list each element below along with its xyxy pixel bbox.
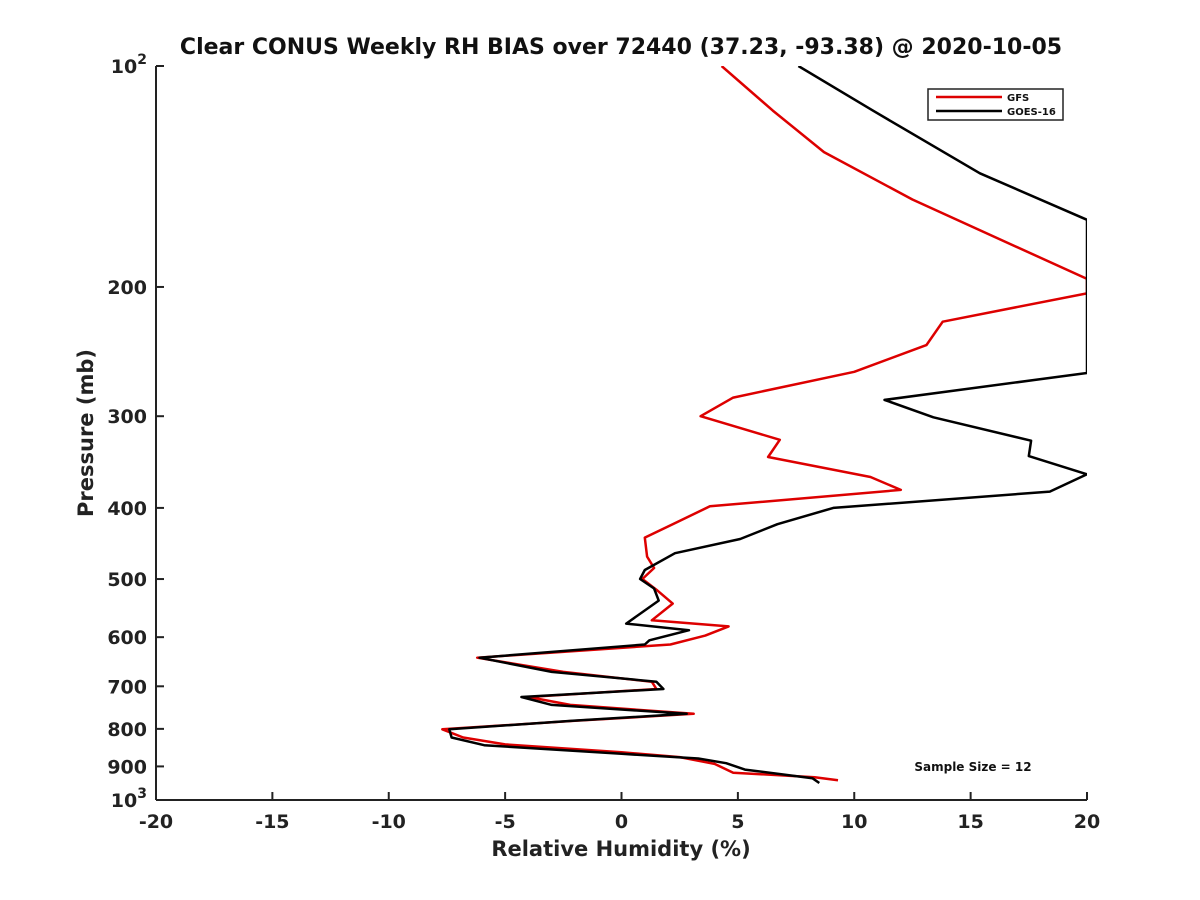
- y-tick-label: 200: [107, 277, 147, 299]
- y-tick-label: 102: [111, 52, 147, 78]
- x-axis-label: Relative Humidity (%): [491, 837, 750, 861]
- y-tick-label: 300: [107, 406, 147, 428]
- x-tick-label: -5: [495, 811, 516, 833]
- y-tick-label: 800: [107, 719, 147, 741]
- y-tick-label: 500: [107, 569, 147, 591]
- x-ticks: -20 -15 -10 -5 0 5 10 15 20: [139, 792, 1100, 833]
- legend-label: GFS: [1007, 93, 1029, 104]
- chart-title: Clear CONUS Weekly RH BIAS over 72440 (3…: [180, 35, 1062, 60]
- sample-size-annotation: Sample Size = 12: [914, 760, 1031, 774]
- x-tick-label: -20: [139, 811, 173, 833]
- y-tick-label: 700: [107, 676, 147, 698]
- legend-box: [927, 88, 1064, 121]
- y-axis-label: Pressure (mb): [74, 349, 98, 517]
- x-tick-label: 10: [841, 811, 867, 833]
- legend-label: GOES-16: [1007, 107, 1056, 118]
- series-layer: [441, 66, 1087, 785]
- y-tick-label: 103: [111, 786, 147, 812]
- y-tick-label: 900: [107, 756, 147, 778]
- legend: GFS GOES-16: [927, 88, 1064, 121]
- y-ticks: 102 200 300 400 500 600 700 800 900 103: [107, 52, 164, 812]
- y-tick-label: 600: [107, 627, 147, 649]
- plot-area: -20 -15 -10 -5 0 5 10 15 20 102 200 300 400 500 600 70…: [107, 52, 1100, 833]
- x-tick-label: 20: [1074, 811, 1100, 833]
- series-line-gfs: [441, 66, 1087, 782]
- x-tick-label: 5: [731, 811, 744, 833]
- y-tick-label: 400: [107, 498, 147, 520]
- x-tick-label: 0: [615, 811, 628, 833]
- x-tick-label: -15: [255, 811, 289, 833]
- x-tick-label: 15: [957, 811, 983, 833]
- x-tick-label: -10: [372, 811, 406, 833]
- series-line-goes-16: [448, 66, 1087, 785]
